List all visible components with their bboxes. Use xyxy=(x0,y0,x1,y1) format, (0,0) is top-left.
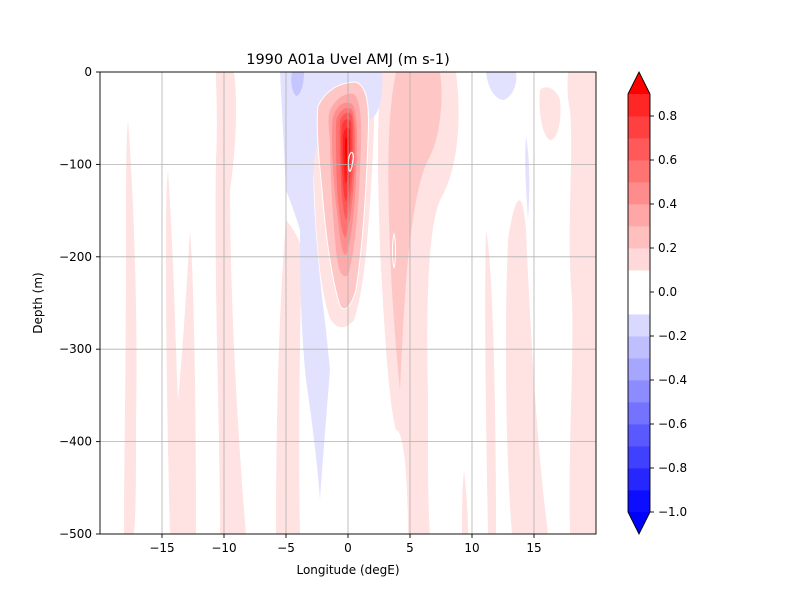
colorbar-tick-label: 0.0 xyxy=(658,285,677,299)
colorbar: 0.8 0.6 0.4 0.2 0.0 −0.2 −0.4 −0.6 −0.8 −1.0 xyxy=(627,70,687,536)
x-tick-label: −15 xyxy=(149,541,174,555)
x-axis-title: Longitude (degE) xyxy=(296,563,399,577)
colorbar-segment xyxy=(628,204,650,227)
colorbar-tick-label: 0.4 xyxy=(658,197,677,211)
y-tick-label: −300 xyxy=(59,342,92,356)
contour-band-west-3 xyxy=(276,220,302,534)
colorbar-segment xyxy=(628,292,650,315)
contour-band-west-2 xyxy=(215,72,246,534)
x-tick-label: 5 xyxy=(406,541,414,555)
x-tick-label: −5 xyxy=(277,541,295,555)
chart-title: 1990 A01a Uvel AMJ (m s-1) xyxy=(246,52,450,68)
colorbar-tick-label: −0.4 xyxy=(658,373,687,387)
y-axis-title: Depth (m) xyxy=(31,272,45,333)
colorbar-tick-label: 0.2 xyxy=(658,241,677,255)
colorbar-extend-low xyxy=(628,512,650,534)
colorbar-segment xyxy=(628,314,650,337)
contour-band-east-3 xyxy=(505,200,548,534)
contour-band-east-0-1 xyxy=(388,72,442,390)
colorbar-segment xyxy=(628,160,650,183)
colorbar-tick-label: 0.6 xyxy=(658,153,677,167)
contour-band-westward-east xyxy=(486,72,517,100)
contour-band-westward xyxy=(280,72,383,500)
colorbar-segment xyxy=(628,182,650,205)
y-tick-label: −100 xyxy=(59,157,92,171)
colorbar-segment xyxy=(628,402,650,425)
contour-band-westward-surface xyxy=(291,72,304,96)
colorbar-segment xyxy=(628,336,650,359)
x-tick-label: 10 xyxy=(464,541,479,555)
colorbar-segment xyxy=(628,468,650,491)
plot-area xyxy=(99,71,597,535)
y-axis: 0 −100 −200 −300 −400 −500 xyxy=(59,65,100,541)
colorbar-segment xyxy=(628,270,650,293)
colorbar-segment xyxy=(628,248,650,271)
colorbar-tick-label: −1.0 xyxy=(658,505,687,519)
contour-band-west-1 xyxy=(166,170,196,534)
y-tick-label: 0 xyxy=(84,65,92,79)
x-tick-label: −10 xyxy=(211,541,236,555)
contour-band-east-2 xyxy=(485,230,496,534)
grid-lines xyxy=(100,71,596,535)
contour-line-east xyxy=(392,232,396,269)
colorbar-segment xyxy=(628,226,650,249)
colorbar-extend-high xyxy=(628,72,650,94)
colorbar-segment xyxy=(628,116,650,139)
colorbar-tick-label: −0.2 xyxy=(658,329,687,343)
x-tick-label: 0 xyxy=(344,541,352,555)
colorbar-segment xyxy=(628,138,650,161)
y-tick-label: −500 xyxy=(59,527,92,541)
y-tick-label: −400 xyxy=(59,435,92,449)
colorbar-segment xyxy=(628,424,650,447)
contour-fills xyxy=(124,72,596,534)
colorbar-tick-label: −0.8 xyxy=(658,461,687,475)
colorbar-segment xyxy=(628,490,650,513)
contour-band-east-small xyxy=(539,87,561,140)
contour-band-east-edge xyxy=(567,72,596,534)
y-tick-label: −200 xyxy=(59,250,92,264)
colorbar-segment xyxy=(628,446,650,469)
colorbar-segment xyxy=(628,94,650,117)
colorbar-tick-label: 0.8 xyxy=(658,109,677,123)
contour-band-far-west xyxy=(124,120,137,534)
x-tick-label: 15 xyxy=(526,541,541,555)
colorbar-tick-label: −0.6 xyxy=(658,417,687,431)
contour-line-0-1 xyxy=(316,81,369,310)
colorbar-segment xyxy=(628,358,650,381)
x-axis: −15 −10 −5 0 5 10 15 xyxy=(149,534,542,555)
contour-band-east-4 xyxy=(462,470,468,534)
colorbar-segment xyxy=(628,380,650,403)
contour-band-westward-east-2 xyxy=(525,136,530,220)
contour-band-core-0-8 xyxy=(345,137,348,166)
